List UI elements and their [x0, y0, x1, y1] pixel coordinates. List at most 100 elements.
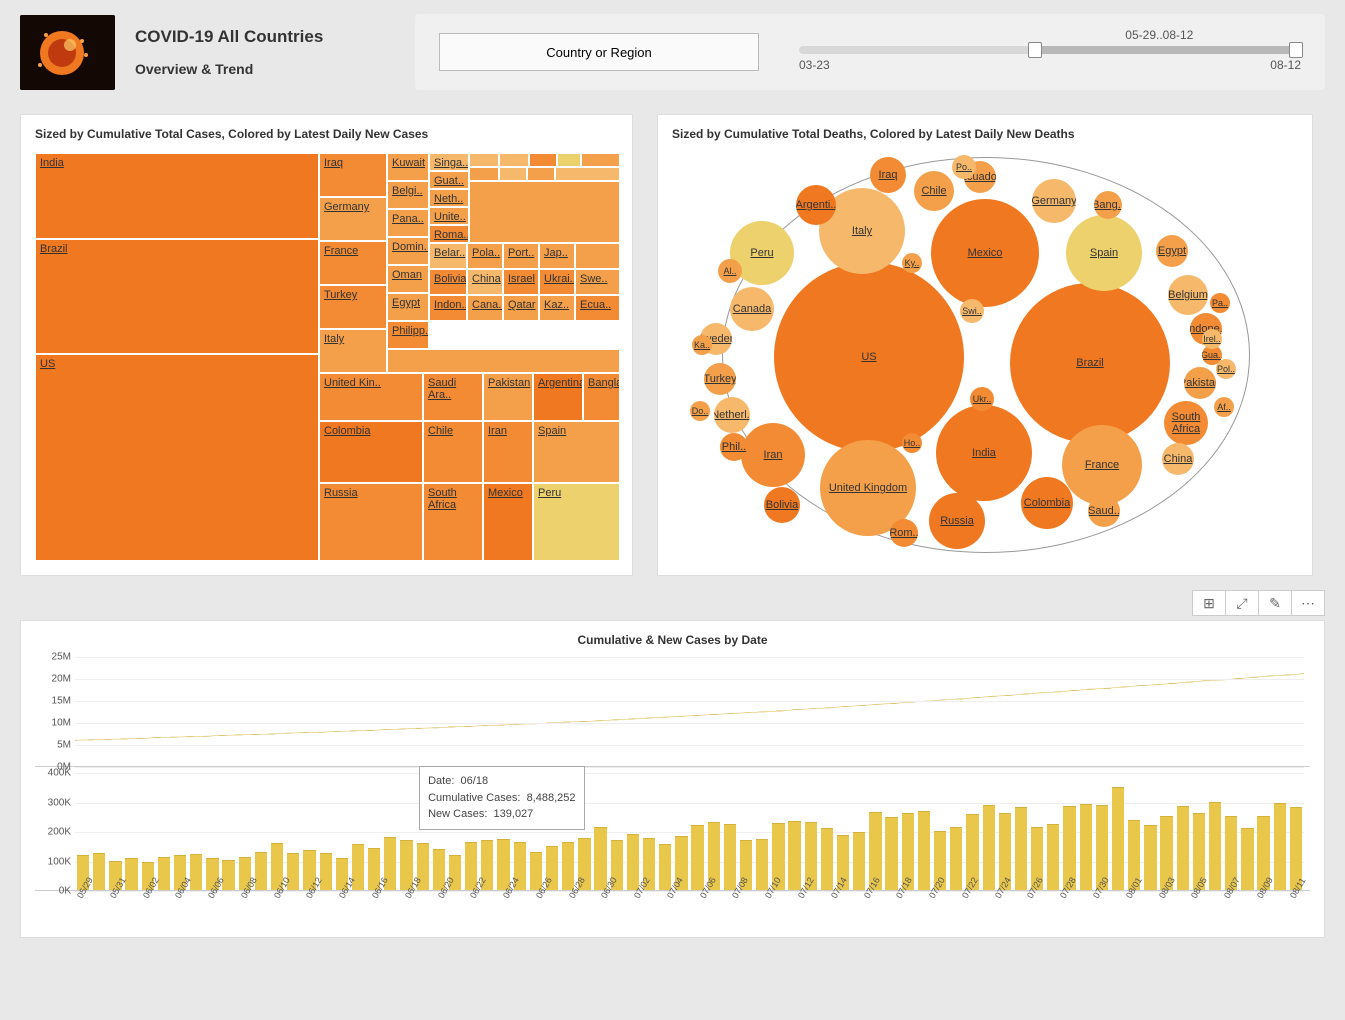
treemap-cell[interactable] — [529, 153, 557, 167]
treemap-cell[interactable]: Qatar — [503, 295, 539, 321]
treemap-cell[interactable]: Spain — [533, 421, 620, 483]
bar[interactable] — [93, 853, 105, 890]
treemap-cell[interactable]: Oman — [387, 265, 429, 293]
bubble[interactable]: Bang.. — [1094, 191, 1122, 219]
treemap-cell[interactable]: France — [319, 241, 387, 285]
treemap-chart[interactable]: IndiaBrazilUSIraqGermanyFranceTurkeyItal… — [35, 153, 620, 561]
treemap-cell[interactable] — [469, 181, 620, 243]
bubble[interactable]: Germany — [1032, 179, 1076, 223]
bubble[interactable]: Spain — [1066, 215, 1142, 291]
bar[interactable] — [724, 824, 736, 890]
bubble[interactable]: Colombia — [1021, 477, 1073, 529]
bubble[interactable]: Ukr.. — [970, 387, 994, 411]
treemap-cell[interactable] — [575, 243, 620, 269]
treemap-cell[interactable]: Colombia — [319, 421, 423, 483]
bar[interactable] — [950, 827, 962, 890]
cumulative-line-chart[interactable]: Date: 06/18 Cumulative Cases: 8,488,252 … — [35, 655, 1310, 767]
bar[interactable] — [125, 858, 137, 890]
bubble[interactable]: India — [936, 405, 1032, 501]
treemap-cell[interactable]: Roma.. — [429, 225, 469, 243]
bar[interactable] — [983, 805, 995, 890]
bubble[interactable]: Netherl.. — [714, 397, 750, 433]
treemap-cell[interactable]: Pola.. — [467, 243, 503, 269]
treemap-cell[interactable] — [387, 349, 620, 373]
treemap-cell[interactable]: Bolivia — [429, 269, 467, 295]
treemap-cell[interactable]: Iran — [483, 421, 533, 483]
treemap-cell[interactable] — [499, 153, 529, 167]
treemap-cell[interactable]: Cana.. — [467, 295, 503, 321]
treemap-cell[interactable]: Indon.. — [429, 295, 467, 321]
bubble[interactable]: Po.. — [952, 155, 976, 179]
treemap-cell[interactable]: Domin.. — [387, 237, 429, 265]
treemap-cell[interactable]: Argentina — [533, 373, 583, 421]
bubble[interactable]: Ho.. — [902, 433, 922, 453]
bar[interactable] — [1047, 824, 1059, 890]
treemap-cell[interactable]: Port.. — [503, 243, 539, 269]
treemap-cell[interactable]: Philipp.. — [387, 321, 429, 349]
treemap-cell[interactable]: Belgi.. — [387, 181, 429, 209]
bubble[interactable]: Ka.. — [692, 335, 712, 355]
bubble[interactable]: Swi.. — [960, 299, 984, 323]
bubble[interactable]: US — [774, 262, 964, 452]
region-selector-button[interactable]: Country or Region — [439, 33, 759, 71]
treemap-cell[interactable]: Iraq — [319, 153, 387, 197]
treemap-cell[interactable]: Unite.. — [429, 207, 469, 225]
bubble[interactable]: South Africa — [1164, 401, 1208, 445]
treemap-cell[interactable] — [499, 167, 527, 181]
bubble[interactable]: China — [1162, 443, 1194, 475]
treemap-cell[interactable]: Kaz.. — [539, 295, 575, 321]
treemap-cell[interactable]: Belar.. — [429, 243, 467, 269]
bar[interactable] — [1112, 787, 1124, 890]
treemap-cell[interactable] — [581, 153, 620, 167]
treemap-cell[interactable]: Turkey — [319, 285, 387, 329]
slider-handle-start[interactable] — [1028, 42, 1042, 58]
bubble[interactable]: Brazil — [1010, 283, 1170, 443]
bubble[interactable]: Pol.. — [1216, 359, 1236, 379]
bar[interactable] — [1144, 825, 1156, 890]
treemap-cell[interactable]: Neth.. — [429, 189, 469, 207]
bubble[interactable]: Pa.. — [1210, 293, 1230, 313]
treemap-cell[interactable]: Russia — [319, 483, 423, 561]
edit-icon[interactable]: ✎ — [1258, 590, 1292, 616]
bubble[interactable]: Iran — [741, 423, 805, 487]
bubble[interactable]: Belgium — [1168, 275, 1208, 315]
bubble-chart[interactable]: USBrazilUnited KingdomMexicoIndiaItalyFr… — [672, 153, 1300, 561]
bar[interactable] — [788, 821, 800, 890]
bubble[interactable]: Irel.. — [1202, 329, 1222, 349]
treemap-cell[interactable]: Brazil — [35, 239, 319, 354]
treemap-cell[interactable]: Germany — [319, 197, 387, 241]
bubble[interactable]: Af.. — [1214, 397, 1234, 417]
treemap-cell[interactable]: Ukrai.. — [539, 269, 575, 295]
treemap-cell[interactable]: Guat.. — [429, 171, 469, 189]
bar[interactable] — [562, 842, 574, 890]
treemap-cell[interactable] — [469, 167, 499, 181]
bubble[interactable]: Russia — [929, 493, 985, 549]
bar[interactable] — [821, 828, 833, 890]
bubble[interactable]: Argenti.. — [796, 185, 836, 225]
treemap-cell[interactable] — [557, 153, 581, 167]
bar[interactable] — [158, 857, 170, 890]
fullscreen-icon[interactable]: ⤢ — [1225, 590, 1259, 616]
bubble[interactable]: Phil.. — [720, 433, 748, 461]
bubble[interactable]: Rom.. — [890, 519, 918, 547]
treemap-cell[interactable]: Swe.. — [575, 269, 620, 295]
bubble[interactable]: Mexico — [931, 199, 1039, 307]
treemap-cell[interactable]: US — [35, 354, 319, 561]
bar[interactable] — [1274, 803, 1286, 890]
bubble[interactable]: Ky.. — [902, 253, 922, 273]
bar[interactable] — [691, 825, 703, 890]
treemap-cell[interactable]: Saudi Ara.. — [423, 373, 483, 421]
date-range-slider[interactable]: 05-29..08-12 03-23 08-12 — [799, 32, 1301, 72]
treemap-cell[interactable]: United Kin.. — [319, 373, 423, 421]
treemap-cell[interactable]: Singa.. — [429, 153, 469, 171]
new-cases-bar-chart[interactable]: 0K100K200K300K400K — [35, 773, 1310, 891]
treemap-cell[interactable]: Mexico — [483, 483, 533, 561]
treemap-cell[interactable]: Chile — [423, 421, 483, 483]
bubble[interactable]: Do.. — [690, 401, 710, 421]
treemap-cell[interactable]: Peru — [533, 483, 620, 561]
treemap-cell[interactable]: Israel — [503, 269, 539, 295]
bar[interactable] — [756, 839, 768, 890]
treemap-cell[interactable]: Italy — [319, 329, 387, 373]
bar[interactable] — [1241, 828, 1253, 890]
bubble[interactable]: Saud.. — [1088, 495, 1120, 527]
